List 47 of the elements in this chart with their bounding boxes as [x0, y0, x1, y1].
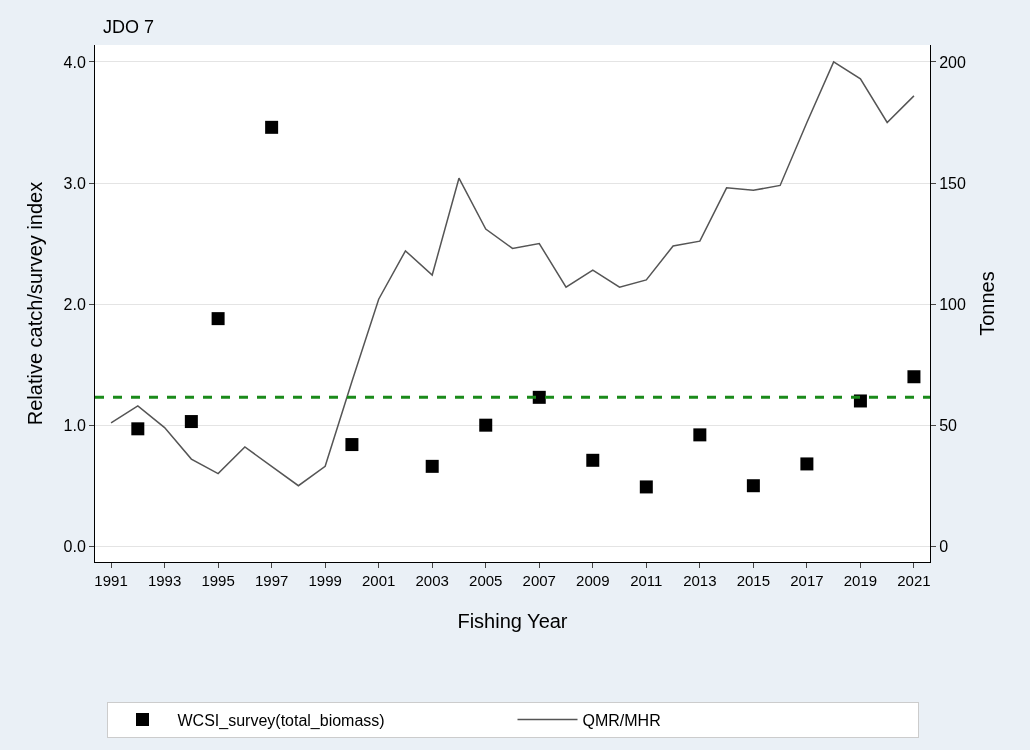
x-tick-label: 2005 [469, 572, 503, 589]
line-series [110, 61, 915, 487]
y2-tick-label: 50 [939, 416, 958, 434]
x-tick-label: 2021 [897, 572, 931, 589]
chart-title: JDO 7 [103, 16, 155, 37]
y2-tick-label: 0 [939, 537, 949, 555]
x-tick-label: 1999 [308, 572, 342, 589]
point [800, 457, 814, 471]
x-tick-label: 2011 [630, 572, 663, 589]
y2-tick-label: 150 [939, 174, 966, 192]
y-tick-label: 1.0 [63, 416, 86, 434]
point [586, 453, 600, 467]
y-tick-label: 4.0 [63, 53, 86, 71]
point [425, 459, 439, 473]
y-tick-label: 3.0 [63, 174, 86, 192]
x-tick-label: 2017 [790, 572, 824, 589]
x-tick-label: 2007 [522, 572, 556, 589]
point [639, 480, 653, 494]
y-axis-title: Relative catch/survey index [24, 181, 47, 426]
legend-label: QMR/MHR [582, 711, 661, 729]
y2-axis-title: Tonnes [976, 271, 999, 336]
y2-tick-label: 100 [939, 295, 966, 313]
x-tick-label: 2009 [576, 572, 610, 589]
point [211, 312, 225, 326]
point [265, 120, 279, 134]
legend-label: WCSI_survey(total_biomass) [177, 711, 385, 730]
y-tick-label: 0.0 [63, 537, 86, 555]
point [532, 390, 546, 404]
y-tick-label: 2.0 [63, 295, 86, 313]
point [345, 438, 359, 452]
point [184, 415, 198, 429]
point [131, 422, 145, 436]
point [746, 479, 760, 493]
x-tick-label: 1997 [254, 572, 289, 589]
x-tick-label: 2013 [683, 572, 717, 589]
x-tick-label: 2019 [843, 572, 878, 589]
x-tick-label: 1991 [94, 572, 128, 589]
x-tick-label: 2015 [736, 572, 771, 589]
x-axis-title: Fishing Year [457, 609, 568, 632]
point [907, 370, 921, 384]
point [479, 418, 493, 432]
y2-tick-label: 200 [939, 53, 966, 71]
x-tick-label: 2001 [362, 572, 396, 589]
point [693, 428, 707, 442]
x-tick-label: 2003 [415, 572, 449, 589]
x-tick-label: 1995 [201, 572, 235, 589]
x-tick-label: 1993 [147, 572, 182, 589]
